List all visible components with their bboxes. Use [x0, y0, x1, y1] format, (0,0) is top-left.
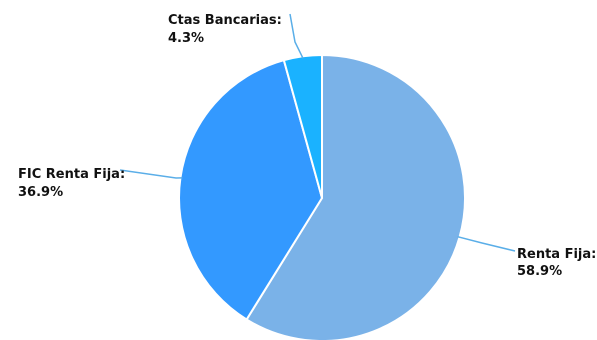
slice-label-name: Renta Fija [517, 247, 591, 262]
slice-label-fic-renta-fija: FIC Renta Fija: 36.9% [18, 167, 125, 200]
leader-line-fic-renta-fija [119, 169, 183, 179]
slice-label-ctas-bancarias: Ctas Bancarias: 4.3% [168, 13, 282, 46]
leader-line-renta-fija [457, 235, 516, 252]
leader-line-ctas-bancarias [289, 13, 304, 59]
slice-label-renta-fija: Renta Fija: 58.9% [517, 247, 596, 279]
svg-text:Ctas Bancarias:: Ctas Bancarias: [168, 13, 282, 28]
slice-label-name: Ctas Bancarias [168, 13, 277, 28]
leader-lines-layer [119, 13, 516, 252]
slice-label-value: 58.9% [517, 264, 562, 279]
slice-label-value: 4.3% [168, 31, 204, 46]
svg-text:Renta Fija:: Renta Fija: [517, 247, 596, 262]
svg-text:FIC Renta Fija:: FIC Renta Fija: [18, 167, 125, 182]
slices-layer [178, 53, 466, 340]
slice-label-name: FIC Renta Fija [18, 167, 120, 182]
slice-label-value: 36.9% [18, 185, 63, 200]
